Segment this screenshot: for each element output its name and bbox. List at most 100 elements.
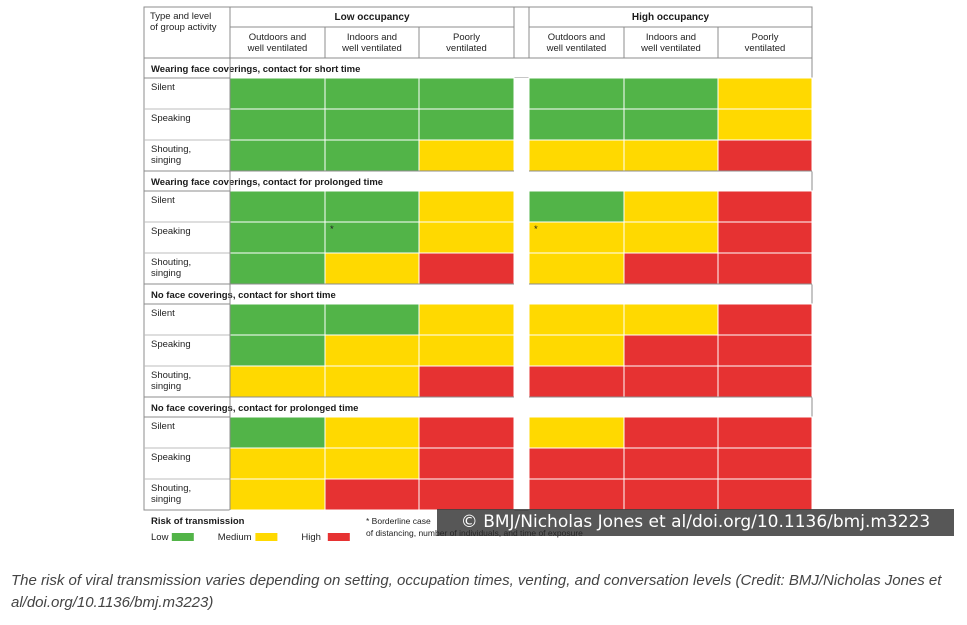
risk-cell xyxy=(229,252,326,285)
section-label: Wearing face coverings, contact for prol… xyxy=(151,177,383,188)
risk-cell xyxy=(324,478,420,511)
risk-cell xyxy=(418,77,515,110)
row-label: Speaking xyxy=(151,339,191,350)
risk-cell xyxy=(418,108,515,141)
risk-cell xyxy=(623,365,719,398)
setting-label: well ventilated xyxy=(546,43,607,54)
risk-cell xyxy=(623,190,719,223)
setting-label: Indoors and xyxy=(646,32,696,43)
risk-cell xyxy=(229,190,326,223)
risk-cell xyxy=(528,447,625,480)
risk-cell xyxy=(717,252,813,285)
risk-cell xyxy=(717,139,813,172)
risk-cell xyxy=(528,416,625,449)
risk-cell xyxy=(229,221,326,254)
risk-cell xyxy=(623,416,719,449)
legend-swatch xyxy=(255,533,278,541)
risk-cell xyxy=(528,190,625,223)
row-label: Speaking xyxy=(151,113,191,124)
risk-cell xyxy=(717,221,813,254)
row-label: Silent xyxy=(151,308,175,319)
setting-label: well ventilated xyxy=(341,43,402,54)
risk-cell xyxy=(717,365,813,398)
risk-cell xyxy=(324,303,420,336)
row-label: Shouting, xyxy=(151,483,191,494)
setting-label: well ventilated xyxy=(640,43,701,54)
risk-cell xyxy=(623,108,719,141)
risk-cell xyxy=(623,447,719,480)
risk-cell xyxy=(324,447,420,480)
risk-cell xyxy=(717,416,813,449)
row-label: Silent xyxy=(151,421,175,432)
risk-cell xyxy=(717,190,813,223)
risk-cell xyxy=(528,334,625,367)
risk-cell xyxy=(418,303,515,336)
row-label: Silent xyxy=(151,195,175,206)
corner-label: Type and level xyxy=(150,11,211,22)
risk-cell xyxy=(717,447,813,480)
risk-cell xyxy=(418,334,515,367)
setting-label: Outdoors and xyxy=(249,32,307,43)
setting-label: well ventilated xyxy=(247,43,308,54)
row-label: Speaking xyxy=(151,226,191,237)
risk-cell xyxy=(324,77,420,110)
risk-cell xyxy=(229,334,326,367)
risk-cell xyxy=(418,221,515,254)
risk-cell xyxy=(324,221,420,254)
risk-cell xyxy=(324,252,420,285)
section-label: No face coverings, contact for short tim… xyxy=(151,290,336,301)
legend-swatch xyxy=(171,533,194,541)
setting-label: Poorly xyxy=(752,32,779,43)
risk-cell xyxy=(418,365,515,398)
risk-cell xyxy=(528,303,625,336)
footnote: * Borderline case xyxy=(366,516,431,526)
row-label: singing xyxy=(151,155,181,166)
risk-cell xyxy=(418,478,515,511)
risk-cell xyxy=(418,139,515,172)
risk-cell xyxy=(623,303,719,336)
risk-cell xyxy=(528,252,625,285)
risk-cell xyxy=(229,303,326,336)
risk-cell xyxy=(717,77,813,110)
risk-cell xyxy=(229,77,326,110)
risk-cell xyxy=(418,447,515,480)
risk-cell xyxy=(418,190,515,223)
risk-cell xyxy=(324,334,420,367)
risk-cell xyxy=(623,478,719,511)
risk-cell xyxy=(528,478,625,511)
risk-cell xyxy=(623,252,719,285)
row-label: singing xyxy=(151,268,181,279)
risk-cell xyxy=(229,478,326,511)
setting-label: Poorly xyxy=(453,32,480,43)
risk-cell xyxy=(528,108,625,141)
section-label: No face coverings, contact for prolonged… xyxy=(151,403,358,414)
group-gap xyxy=(514,304,529,397)
risk-cell xyxy=(229,108,326,141)
figure-caption: The risk of viral transmission varies de… xyxy=(11,572,942,611)
group-label: High occupancy xyxy=(632,12,710,23)
risk-cell xyxy=(528,365,625,398)
group-gap xyxy=(514,78,529,171)
setting-label: Outdoors and xyxy=(548,32,606,43)
risk-cell xyxy=(623,221,719,254)
risk-cell xyxy=(717,334,813,367)
risk-cell xyxy=(418,252,515,285)
risk-cell xyxy=(528,77,625,110)
row-label: Shouting, xyxy=(151,370,191,381)
section-label: Wearing face coverings, contact for shor… xyxy=(151,64,360,75)
risk-cell xyxy=(623,334,719,367)
row-label: Silent xyxy=(151,82,175,93)
row-label: singing xyxy=(151,381,181,392)
risk-cell xyxy=(324,190,420,223)
risk-cell xyxy=(623,139,719,172)
group-label: Low occupancy xyxy=(334,12,409,23)
risk-cell xyxy=(324,416,420,449)
group-gap xyxy=(514,417,529,510)
legend-swatch xyxy=(327,533,350,541)
risk-cell xyxy=(229,447,326,480)
group-gap xyxy=(514,191,529,284)
risk-cell xyxy=(229,416,326,449)
legend-label: Low xyxy=(151,532,169,543)
legend-title: Risk of transmission xyxy=(151,516,245,527)
